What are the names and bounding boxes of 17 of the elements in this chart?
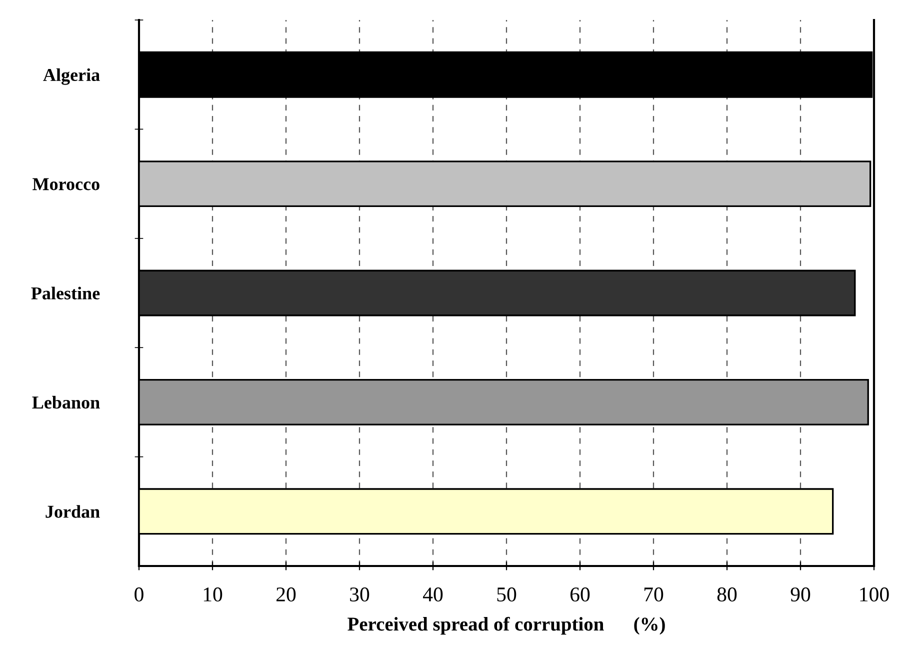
y-tick-label: Jordan [46,505,100,518]
x-tick-label: 60 [570,587,590,602]
x-tick-label: 40 [422,587,443,602]
x-tick-label: 0 [134,587,144,602]
x-tick-label: 100 [860,587,889,602]
x-tick-label: 50 [497,587,516,602]
y-tick-label: Algeria [43,68,100,85]
x-axis-title: Perceived spread of corruption (%) [348,616,665,635]
y-tick-label: Palestine [31,286,100,300]
x-tick-label: 90 [790,587,810,602]
x-tick-label: 20 [276,587,296,602]
x-tick-label: 10 [204,587,222,602]
x-tick-label: 30 [350,587,370,602]
x-tick-label: 70 [644,587,664,602]
y-tick-label: Morocco [32,178,100,190]
y-tick-label: Lebanon [32,396,100,409]
x-tick-label: 80 [717,587,737,602]
